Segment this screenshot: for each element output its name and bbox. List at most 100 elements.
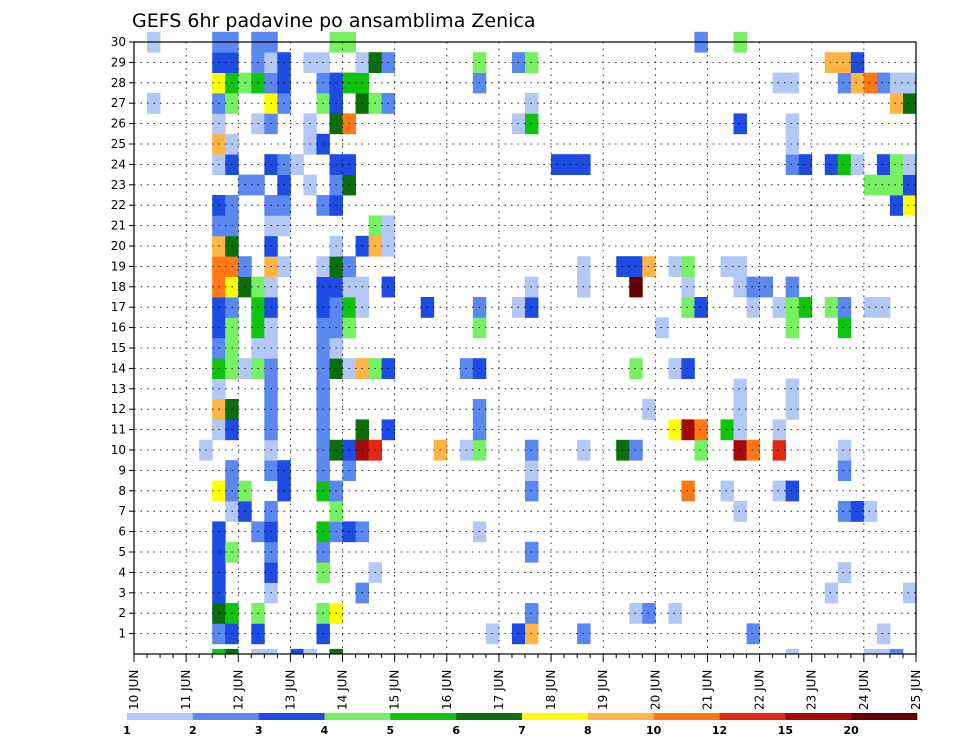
- y-tick-label: 14: [111, 361, 126, 375]
- x-tick-label: 13 JUN: [283, 670, 297, 710]
- heatmap-cell: [850, 154, 865, 175]
- y-tick-label: 13: [111, 382, 126, 396]
- heatmap-cell: [772, 480, 787, 502]
- x-tick-label: 19 JUN: [596, 670, 610, 710]
- heatmap-cell: [863, 297, 878, 318]
- heatmap-cell: [733, 399, 747, 420]
- heatmap-cell: [746, 439, 760, 461]
- heatmap-cell: [837, 501, 852, 522]
- heatmap-cell: [798, 297, 813, 318]
- y-tick-label: 5: [118, 545, 126, 559]
- legend-label: 7: [518, 724, 526, 737]
- heatmap-cell: [733, 439, 747, 461]
- y-tick-label: 26: [111, 117, 126, 131]
- y-tick-label: 22: [111, 198, 126, 212]
- heatmap-cell: [863, 72, 878, 94]
- y-tick-label: 28: [111, 76, 126, 90]
- y-tick-label: 12: [111, 402, 126, 416]
- heatmap-cell: [837, 297, 852, 318]
- legend-label: 12: [712, 724, 727, 737]
- legend-swatch: [851, 713, 918, 720]
- heatmap-cell: [290, 648, 304, 655]
- heatmap-cell: [902, 582, 917, 604]
- heatmap-cell: [889, 174, 904, 196]
- heatmap-cell: [837, 154, 852, 175]
- heatmap-cell: [785, 378, 800, 400]
- x-tick-label: 22 JUN: [753, 670, 767, 710]
- y-tick-label: 17: [111, 300, 126, 314]
- heatmap-cell: [850, 501, 865, 522]
- heatmap-cell: [902, 154, 917, 175]
- heatmap-cell: [225, 648, 239, 655]
- legend-label: 5: [387, 724, 395, 737]
- heatmap-cell: [824, 582, 839, 604]
- heatmap-cell: [876, 623, 891, 645]
- heatmap-cell: [824, 52, 839, 73]
- heatmap-cell: [850, 52, 865, 73]
- y-tick-label: 8: [118, 484, 126, 498]
- heatmap-cell: [681, 358, 695, 379]
- legend-swatch: [192, 713, 259, 720]
- heatmap-cell: [733, 113, 747, 135]
- legend-label: 6: [452, 724, 460, 737]
- heatmap-cell: [642, 256, 656, 277]
- heatmap-cell: [902, 93, 917, 114]
- x-axis-ticks: 10 JUN 11 JUN 12 JUN 13 JUN 14 JUN 15 JUN 16 J…: [127, 654, 923, 710]
- legend-swatch: [719, 713, 786, 720]
- y-tick-label: 2: [118, 606, 126, 620]
- heatmap-cell: [746, 297, 760, 318]
- heatmap-cell: [785, 317, 800, 339]
- heatmap-cell: [303, 648, 317, 655]
- legend-swatch: [258, 713, 325, 720]
- heatmap-cell: [850, 72, 865, 94]
- legend-label: 4: [321, 724, 329, 737]
- x-tick-label: 25 JUN: [909, 670, 923, 710]
- heatmap-cell: [889, 195, 904, 216]
- legend-label: 10: [646, 724, 662, 737]
- x-tick-label: 15 JUN: [388, 670, 402, 710]
- heatmap-cell: [668, 603, 682, 624]
- x-tick-label: 17 JUN: [492, 670, 506, 710]
- heatmap-cell: [668, 419, 682, 441]
- x-tick-label: 18 JUN: [544, 670, 558, 710]
- heatmap-cell: [889, 154, 904, 175]
- heatmap-cell: [746, 276, 760, 298]
- heatmap-cell: [837, 460, 852, 481]
- heatmap-cell: [681, 276, 695, 298]
- heatmap-cell: [902, 174, 917, 196]
- heatmap-cell: [264, 648, 278, 655]
- y-tick-label: 24: [111, 157, 126, 171]
- y-tick-label: 3: [118, 586, 126, 600]
- heatmap-cell: [720, 256, 734, 277]
- heatmap-cell: [733, 378, 747, 400]
- heatmap-cell: [837, 317, 852, 339]
- legend-swatch: [653, 713, 720, 720]
- heatmap-cell: [733, 501, 747, 522]
- y-tick-label: 29: [111, 55, 126, 69]
- legend-swatch: [587, 713, 654, 720]
- heatmap-cell: [876, 297, 891, 318]
- heatmap-cell: [329, 648, 343, 655]
- y-tick-label: 19: [111, 259, 126, 273]
- heatmap-cell: [785, 399, 800, 420]
- y-tick-label: 23: [111, 178, 126, 192]
- heatmap-cell: [681, 256, 695, 277]
- heatmap-cell: [720, 419, 734, 441]
- heatmap-cell: [759, 276, 774, 298]
- legend-swatch: [324, 713, 391, 720]
- heatmap-cell: [863, 648, 878, 655]
- x-tick-label: 21 JUN: [701, 670, 715, 710]
- heatmap-cell: [863, 174, 878, 196]
- y-tick-label: 6: [118, 525, 126, 539]
- heatmap-cell: [720, 480, 734, 502]
- x-tick-label: 23 JUN: [805, 670, 819, 710]
- heatmap-cell: [902, 195, 917, 216]
- heatmap-cell: [772, 72, 787, 94]
- legend-swatch: [785, 713, 852, 720]
- legend-label: 15: [778, 724, 793, 737]
- y-axis-ticks: 1234567891011121314151617181920212223242…: [111, 35, 134, 641]
- legend-label: 2: [189, 724, 197, 737]
- heatmap-cell: [733, 256, 747, 277]
- heatmap-cell: [785, 276, 800, 298]
- heatmap-cell: [863, 501, 878, 522]
